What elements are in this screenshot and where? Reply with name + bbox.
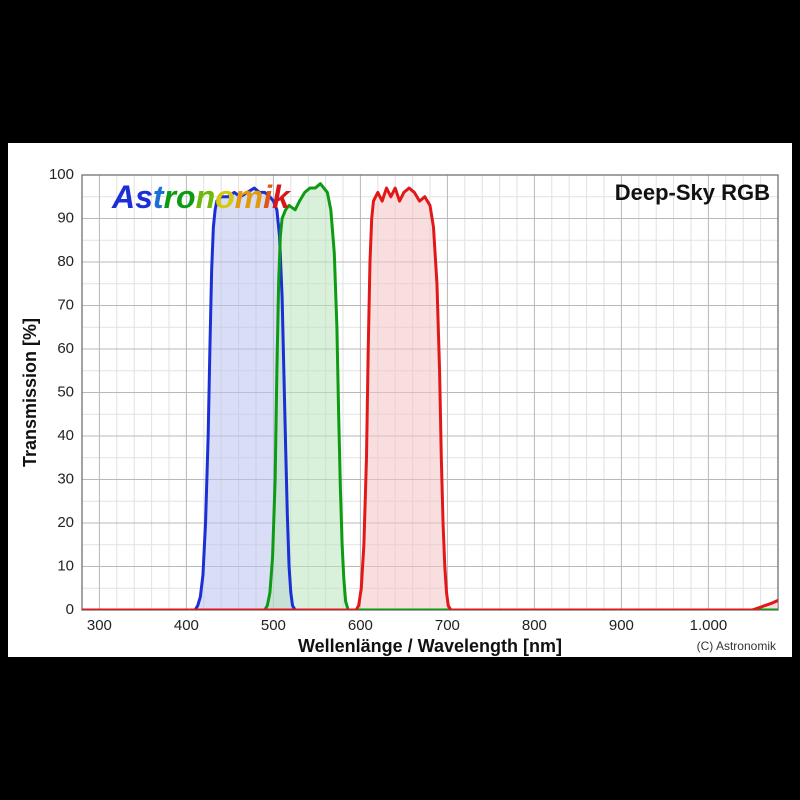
y-tick-label: 30 <box>57 470 74 487</box>
x-tick-label: 300 <box>87 617 112 634</box>
y-tick-label: 60 <box>57 340 74 357</box>
x-tick-label: 600 <box>348 617 373 634</box>
x-axis-label: Wellenlänge / Wavelength [nm] <box>298 636 562 656</box>
chart-title: Deep-Sky RGB <box>615 180 770 205</box>
y-tick-label: 100 <box>49 166 74 183</box>
copyright-text: (C) Astronomik <box>697 639 777 653</box>
y-tick-label: 40 <box>57 427 74 444</box>
y-tick-label: 70 <box>57 296 74 313</box>
y-tick-label: 10 <box>57 557 74 574</box>
y-tick-label: 90 <box>57 209 74 226</box>
x-tick-label: 700 <box>435 617 460 634</box>
x-tick-label: 400 <box>174 617 199 634</box>
x-tick-label: 900 <box>609 617 634 634</box>
x-tick-label: 1.000 <box>690 617 728 634</box>
y-tick-label: 50 <box>57 383 74 400</box>
y-tick-label: 80 <box>57 253 74 270</box>
y-tick-label: 20 <box>57 514 74 531</box>
x-tick-label: 500 <box>261 617 286 634</box>
brand-logo: Astronomik <box>111 179 292 215</box>
transmission-chart: 0 10 20 30 40 50 60 70 80 90 100 300 400 500 600 700 800… <box>0 0 800 800</box>
y-tick-label: 0 <box>66 601 74 618</box>
y-axis-label: Transmission [%] <box>20 318 40 467</box>
x-tick-label: 800 <box>522 617 547 634</box>
